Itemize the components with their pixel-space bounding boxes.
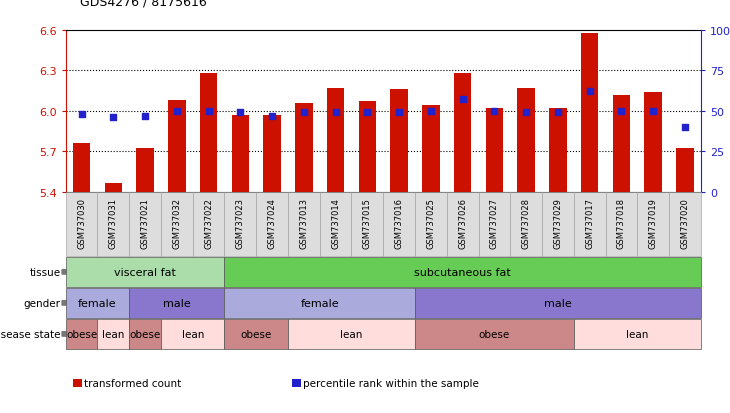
Bar [612, 95, 630, 192]
Text: lean: lean [102, 329, 125, 339]
Point [361, 110, 373, 116]
Point [139, 113, 151, 120]
Bar [264, 116, 281, 192]
Point [266, 113, 278, 120]
Bar [549, 109, 566, 192]
Bar [422, 106, 439, 192]
Bar [518, 89, 535, 192]
Bar [168, 101, 185, 192]
Text: GSM737015: GSM737015 [363, 197, 372, 248]
Point [298, 110, 310, 116]
Text: lean: lean [340, 329, 363, 339]
Text: lean: lean [626, 329, 648, 339]
Text: GSM737032: GSM737032 [172, 197, 181, 248]
Text: GSM737022: GSM737022 [204, 197, 213, 248]
Text: subcutaneous fat: subcutaneous fat [414, 267, 511, 277]
Text: GSM737020: GSM737020 [680, 197, 689, 248]
Text: female: female [78, 298, 117, 308]
Point [679, 124, 691, 131]
Text: percentile rank within the sample: percentile rank within the sample [303, 378, 479, 388]
Text: GSM737031: GSM737031 [109, 197, 118, 248]
Point [107, 115, 119, 121]
Point [203, 108, 215, 115]
Text: obese: obese [241, 329, 272, 339]
Text: obese: obese [129, 329, 161, 339]
Text: GSM737023: GSM737023 [236, 197, 245, 248]
Text: transformed count: transformed count [84, 378, 181, 388]
Text: lean: lean [182, 329, 204, 339]
Text: GSM737029: GSM737029 [553, 197, 562, 248]
FancyArrow shape [62, 330, 77, 338]
Point [648, 108, 659, 115]
Text: GDS4276 / 8175616: GDS4276 / 8175616 [80, 0, 207, 8]
Bar [485, 109, 503, 192]
Point [457, 97, 469, 104]
Text: visceral fat: visceral fat [114, 267, 176, 277]
Text: GSM737013: GSM737013 [299, 197, 308, 248]
Bar [391, 90, 408, 192]
Point [552, 110, 564, 116]
Bar [454, 74, 472, 192]
Point [615, 108, 627, 115]
Text: GSM737016: GSM737016 [395, 197, 404, 248]
Text: GSM737024: GSM737024 [268, 197, 277, 248]
Bar [200, 74, 218, 192]
Text: gender: gender [23, 298, 61, 308]
Bar [327, 89, 345, 192]
Point [520, 110, 532, 116]
Point [488, 108, 500, 115]
Point [393, 110, 405, 116]
Point [584, 89, 596, 95]
Bar [645, 93, 662, 192]
Text: obese: obese [66, 329, 97, 339]
Text: obese: obese [479, 329, 510, 339]
Text: GSM737014: GSM737014 [331, 197, 340, 248]
Text: GSM737026: GSM737026 [458, 197, 467, 248]
Point [171, 108, 182, 115]
Text: GSM737017: GSM737017 [585, 197, 594, 248]
Text: GSM737027: GSM737027 [490, 197, 499, 248]
Bar [231, 116, 249, 192]
Text: disease state: disease state [0, 329, 61, 339]
FancyArrow shape [62, 299, 77, 307]
Text: GSM737030: GSM737030 [77, 197, 86, 248]
Text: GSM737019: GSM737019 [649, 197, 658, 248]
Bar [73, 144, 91, 192]
Bar [581, 33, 599, 192]
FancyArrow shape [62, 268, 77, 276]
Point [234, 110, 246, 116]
Point [425, 108, 437, 115]
Bar [358, 102, 376, 192]
Bar [137, 149, 154, 192]
Text: male: male [544, 298, 572, 308]
Point [330, 110, 342, 116]
Bar [104, 184, 122, 192]
Point [76, 112, 88, 118]
Text: GSM737021: GSM737021 [141, 197, 150, 248]
Text: tissue: tissue [29, 267, 61, 277]
Text: GSM737028: GSM737028 [522, 197, 531, 248]
Bar [676, 149, 694, 192]
Text: female: female [301, 298, 339, 308]
Bar [295, 103, 312, 192]
Text: male: male [163, 298, 191, 308]
Text: GSM737018: GSM737018 [617, 197, 626, 248]
Text: GSM737025: GSM737025 [426, 197, 435, 248]
